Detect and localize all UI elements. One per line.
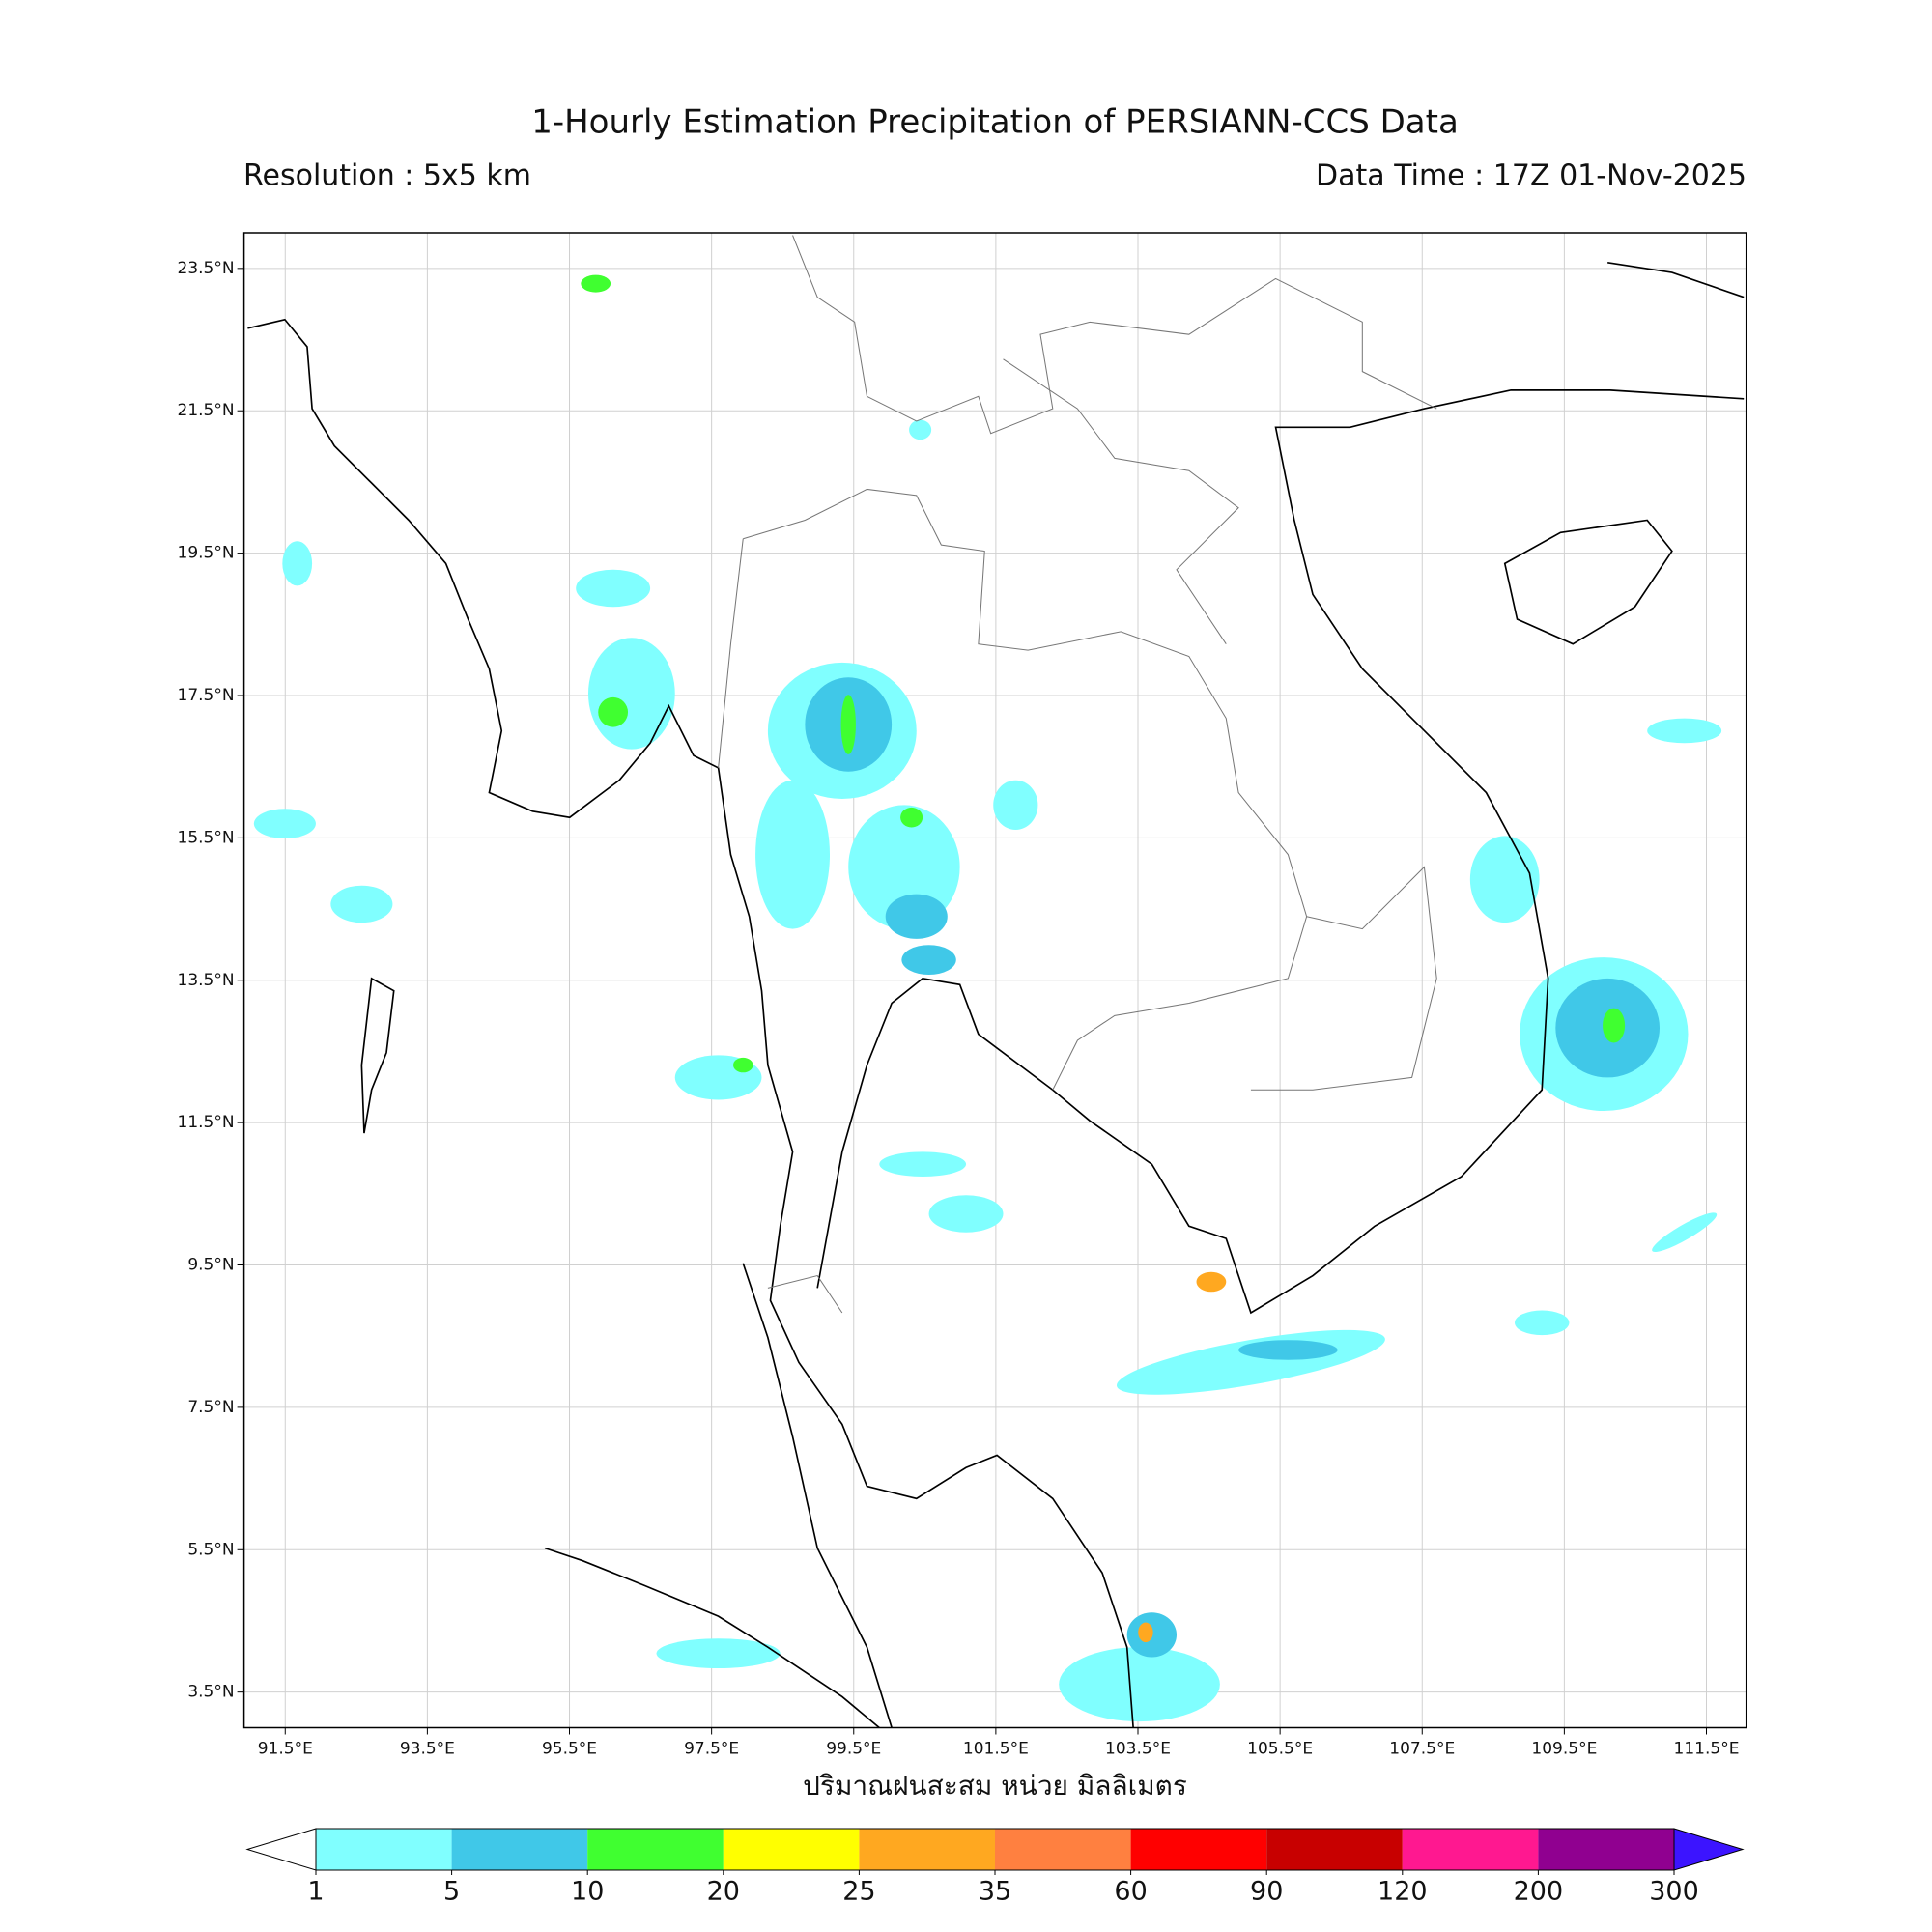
resolution: Resolution : 5x5 km [243, 159, 531, 193]
color-segment [316, 1829, 452, 1870]
y-tick-label: 7.5°N [187, 1398, 234, 1417]
colorbar-over [1673, 1828, 1745, 1871]
colorbar-label: 25 [842, 1877, 875, 1907]
colorbar-label: 120 [1378, 1877, 1428, 1907]
color-segment [1402, 1829, 1539, 1870]
colorbar-label: 200 [1514, 1877, 1564, 1907]
colorbar-under [245, 1828, 317, 1871]
x-tick-label: 111.5°E [1674, 1740, 1740, 1759]
color-segment [995, 1829, 1131, 1870]
x-tick-label: 91.5°E [258, 1740, 313, 1759]
colorbar-label: 60 [1114, 1877, 1147, 1907]
y-tick-label: 13.5°N [178, 971, 235, 990]
color-segment [1130, 1829, 1267, 1870]
y-tick-label: 17.5°N [178, 686, 235, 705]
x-tick-label: 107.5°E [1389, 1740, 1455, 1759]
color-segment [1538, 1829, 1674, 1870]
y-tick-label: 19.5°N [178, 544, 235, 563]
color-segment [723, 1829, 860, 1870]
x-tick-label: 99.5°E [826, 1740, 881, 1759]
colorbar-label: 300 [1649, 1877, 1699, 1907]
color-segment [451, 1829, 588, 1870]
x-tick-label: 103.5°E [1105, 1740, 1171, 1759]
map-layer [247, 235, 1745, 1728]
color-segment [587, 1829, 724, 1870]
borders [718, 235, 1437, 1314]
y-tick-label: 5.5°N [187, 1540, 234, 1559]
color-segment [859, 1829, 995, 1870]
y-tick-label: 23.5°N [178, 259, 235, 278]
precipitation [253, 274, 1722, 1722]
x-tick-label: 105.5°E [1247, 1740, 1313, 1759]
y-tick-label: 9.5°N [187, 1256, 234, 1275]
colorbar-label: 1 [307, 1877, 324, 1907]
colorbar-label: 5 [443, 1877, 460, 1907]
colorbar-label: 10 [571, 1877, 604, 1907]
y-tick-label: 21.5°N [178, 401, 235, 420]
x-tick-label: 95.5°E [542, 1740, 597, 1759]
x-axis-label: ปริมาณฝนสะสม หน่วย มิลลิเมตร [803, 1770, 1187, 1802]
x-tick-label: 109.5°E [1531, 1740, 1597, 1759]
x-tick-label: 93.5°E [400, 1740, 455, 1759]
colorbar-label: 20 [707, 1877, 740, 1907]
x-tick-label: 101.5°E [963, 1740, 1029, 1759]
data-time: Data Time : 17Z 01-Nov-2025 [1316, 159, 1747, 193]
y-tick-label: 11.5°N [178, 1113, 235, 1132]
colorbar-label: 90 [1250, 1877, 1283, 1907]
color-segment [1266, 1829, 1403, 1870]
y-tick-label: 15.5°N [178, 828, 235, 847]
colorbar-label: 35 [979, 1877, 1011, 1907]
x-tick-label: 97.5°E [684, 1740, 739, 1759]
coastlines [247, 261, 1745, 1728]
y-tick-label: 3.5°N [187, 1683, 234, 1702]
title: 1-Hourly Estimation Precipitation of PER… [531, 103, 1459, 142]
